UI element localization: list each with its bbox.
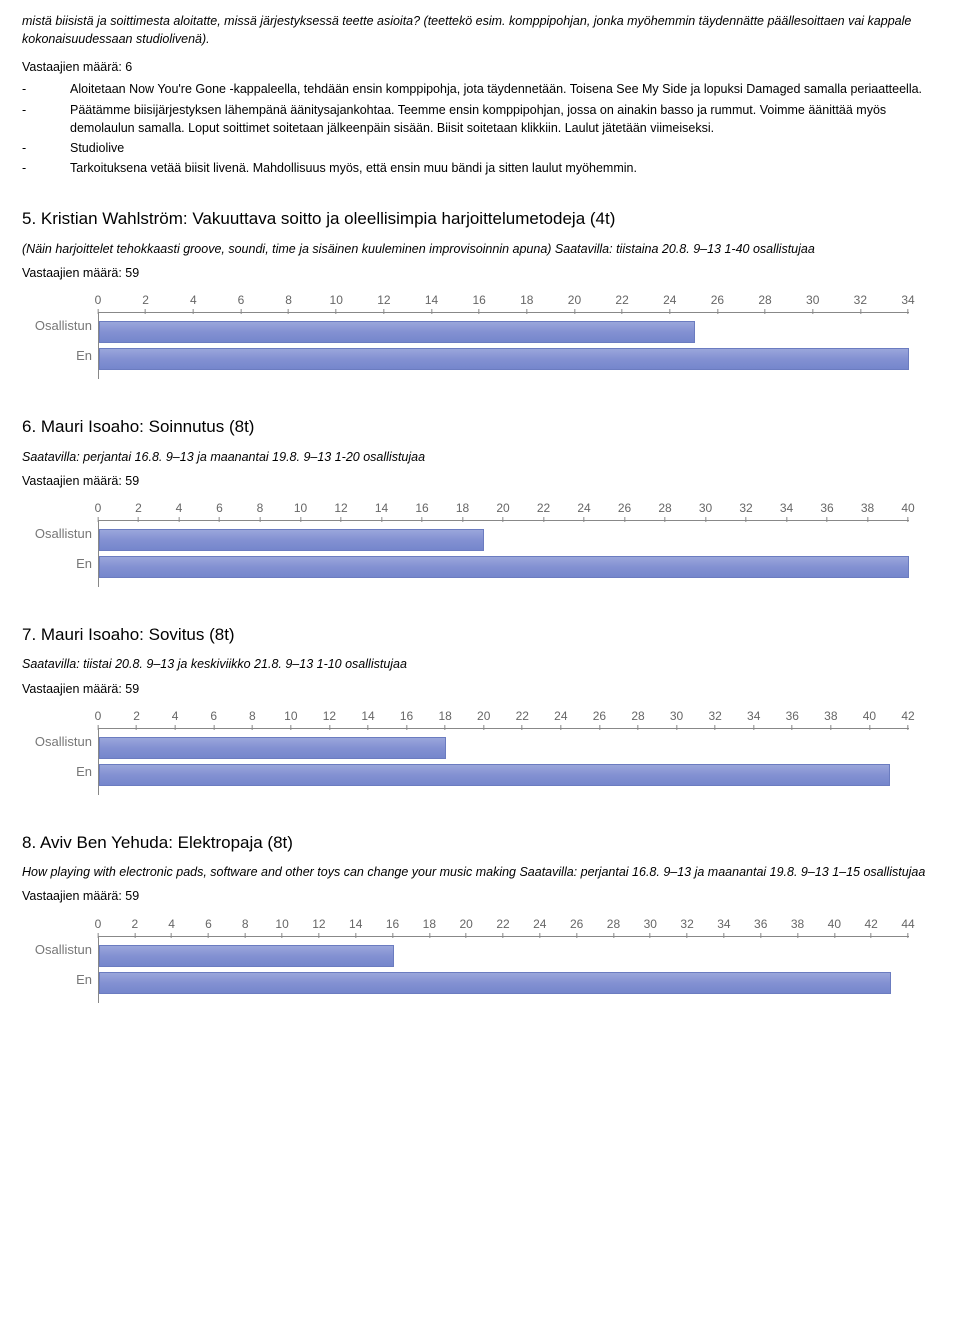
chart-bar [99, 972, 891, 994]
bullet-text: Studiolive [70, 139, 938, 157]
q5-chart: OsallistunEn0246810121416182022242628303… [22, 292, 938, 379]
dash-icon [22, 159, 70, 177]
q6-subtitle: Saatavilla: perjantai 16.8. 9–13 ja maan… [22, 448, 938, 466]
q7-chart: OsallistunEn0246810121416182022242628303… [22, 708, 938, 795]
chart-bar-row [99, 320, 909, 345]
chart-category-label: Osallistun [22, 728, 98, 758]
chart-bar-row [99, 528, 909, 553]
chart-bar [99, 945, 394, 967]
intro-text: mistä biisistä ja soittimesta aloitatte,… [22, 12, 938, 48]
bullet-text: Päätämme biisijärjestyksen lähempänä ään… [70, 101, 938, 137]
chart-bar-row [99, 736, 909, 761]
q7-title: 7. Mauri Isoaho: Sovitus (8t) [22, 623, 938, 648]
chart-bar-row [99, 944, 909, 969]
q8-title: 8. Aviv Ben Yehuda: Elektropaja (8t) [22, 831, 938, 856]
chart-bar [99, 764, 890, 786]
chart-bar-row [99, 971, 909, 996]
bullet-text: Aloitetaan Now You're Gone -kappaleella,… [70, 80, 938, 98]
chart-bar-row [99, 347, 909, 372]
q6-title: 6. Mauri Isoaho: Soinnutus (8t) [22, 415, 938, 440]
list-item: Tarkoituksena vetää biisit livenä. Mahdo… [22, 159, 938, 177]
q5-subtitle: (Näin harjoittelet tehokkaasti groove, s… [22, 240, 938, 258]
q8-chart: OsallistunEn0246810121416182022242628303… [22, 916, 938, 1003]
chart-bar-row [99, 763, 909, 788]
q8-subtitle: How playing with electronic pads, softwa… [22, 863, 938, 881]
q6-respondent-count: Vastaajien määrä: 59 [22, 472, 938, 490]
chart-bar [99, 737, 446, 759]
list-item: Studiolive [22, 139, 938, 157]
dash-icon [22, 80, 70, 98]
chart-category-label: En [22, 342, 98, 372]
q7-subtitle: Saatavilla: tiistai 20.8. 9–13 ja keskiv… [22, 655, 938, 673]
bullet-text: Tarkoituksena vetää biisit livenä. Mahdo… [70, 159, 938, 177]
list-item: Päätämme biisijärjestyksen lähempänä ään… [22, 101, 938, 137]
chart-category-label: En [22, 758, 98, 788]
dash-icon [22, 101, 70, 119]
list-item: Aloitetaan Now You're Gone -kappaleella,… [22, 80, 938, 98]
chart-category-label: En [22, 550, 98, 580]
chart-bar [99, 321, 695, 343]
chart-bar [99, 556, 909, 578]
chart-bar-row [99, 555, 909, 580]
chart-bar [99, 348, 909, 370]
chart-category-label: Osallistun [22, 936, 98, 966]
chart-category-label: Osallistun [22, 312, 98, 342]
q4-respondent-count: Vastaajien määrä: 6 [22, 58, 938, 76]
q5-title: 5. Kristian Wahlström: Vakuuttava soitto… [22, 207, 938, 232]
chart-category-label: En [22, 966, 98, 996]
q5-respondent-count: Vastaajien määrä: 59 [22, 264, 938, 282]
dash-icon [22, 139, 70, 157]
q6-chart: OsallistunEn0246810121416182022242628303… [22, 500, 938, 587]
chart-bar [99, 529, 484, 551]
q7-respondent-count: Vastaajien määrä: 59 [22, 680, 938, 698]
chart-category-label: Osallistun [22, 520, 98, 550]
q8-respondent-count: Vastaajien määrä: 59 [22, 887, 938, 905]
q4-bullet-list: Aloitetaan Now You're Gone -kappaleella,… [22, 80, 938, 177]
